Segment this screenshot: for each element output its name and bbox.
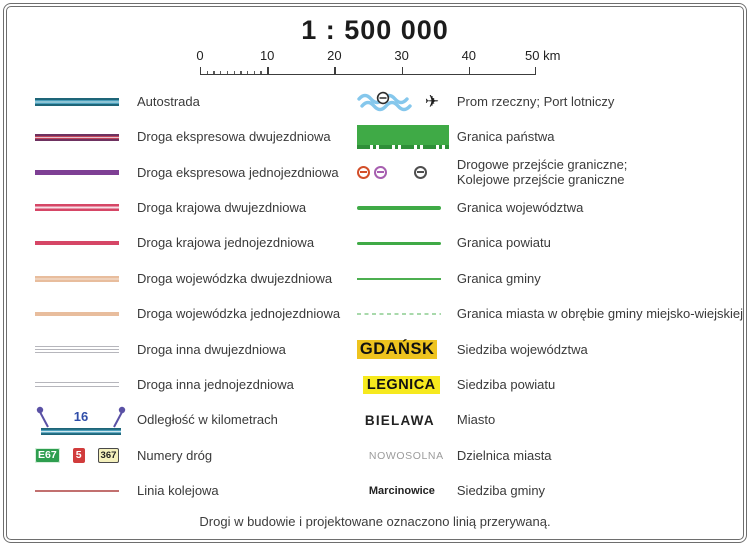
legend-label: Drogowe przejście graniczne; Kolejowe pr… [456,156,628,188]
legend-label: Prom rzeczny; Port lotniczy [456,93,615,109]
map-legend-panel: 1 : 500 000 0 10 20 30 40 50 km Autostra… [3,3,747,543]
legend-label: Droga ekspresowa dwujezdniowa [137,129,331,145]
legend-label: Numery dróg [137,447,213,463]
legend-row-granica-panstwa: Granica państwa [356,119,743,154]
legend-row-granica-wojewodztwa: Granica województwa [356,190,743,225]
legend-label: Granica powiatu [456,235,551,251]
county-border-symbol [356,241,441,245]
town-name-sample: BIELAWA [364,412,435,428]
legend-label: Linia kolejowa [137,483,219,499]
airplane-icon: ✈ [424,92,440,112]
scale-tick-label: 0 [196,48,204,63]
scale-bar-line [200,66,537,75]
legend-column-roads: Autostrada Droga ekspresowa dwujezdniowa… [7,84,347,509]
legend-label: Miasto [456,412,496,428]
legend-row-siedziba-wojewodztwa: GDAŃSK Siedziba województwa [356,332,743,367]
legend-label: Siedziba gminy [456,483,546,499]
legend-row-dzielnica-miasta: NOWOSOLNA Dzielnica miasta [357,438,743,473]
distance-marker-symbol: 16 [36,407,126,436]
legend-row-numery-drog: E67 5 367 Numery dróg [35,438,347,473]
road-border-crossing-icon [356,165,370,179]
voivodeship-border-symbol [356,205,441,211]
legend-row-granica-miasta: Granica miasta w obrębie gminy miejsko-w… [356,296,743,331]
legend-row-krajowa-dwujezdniowa: Droga krajowa dwujezdniowa [35,190,347,225]
road-number-badges: E67 5 367 [35,448,120,464]
national-road-badge: 5 [72,448,85,464]
other-road-dual-line-symbol [35,345,119,353]
legend-row-ekspresowa-jednojezdniowa: Droga ekspresowa jednojezdniowa [35,155,347,190]
legend-row-krajowa-jednojezdniowa: Droga krajowa jednojezdniowa [35,226,347,261]
legend-row-linia-kolejowa: Linia kolejowa [35,473,347,508]
legend-row-inna-dwujezdniowa: Droga inna dwujezdniowa [35,332,347,367]
legend-row-inna-jednojezdniowa: Droga inna jednojezdniowa [35,367,347,402]
legend-row-siedziba-powiatu: LEGNICA Siedziba powiatu [357,367,743,402]
scale-tick-label: 20 [327,48,342,63]
county-seat-sample: LEGNICA [362,375,440,394]
city-district-sample: NOWOSOLNA [368,449,444,462]
legend-row-autostrada: Autostrada [35,84,347,119]
legend-label: Granica miasta w obrębie gminy miejsko-w… [456,306,743,322]
legend-label: Autostrada [137,93,200,109]
legend-label: Droga inna jednojezdniowa [137,377,294,393]
scale-tick-label: 50 km [525,48,561,63]
scale-tick-label: 40 [461,48,477,63]
scale-tick-label: 30 [394,48,409,63]
scale-tick-label: 10 [259,48,275,63]
other-road-single-line-symbol [35,382,119,388]
footer-note: Drogi w budowie i projektowane oznaczono… [199,514,551,529]
legend-label: Granica województwa [456,200,584,216]
voivodeship-road-badge: 367 [97,448,120,464]
euro-route-badge: E67 [35,448,60,464]
border-crossing-icons [356,165,427,179]
legend-label: Odległość w kilometrach [137,412,278,428]
legend-label: Granica państwa [456,129,555,145]
legend-row-przejscia-graniczne: Drogowe przejście graniczne; Kolejowe pr… [356,155,743,190]
legend-row-wojewodzka-dwujezdniowa: Droga wojewódzka dwujezdniowa [35,261,347,296]
motorway-line-symbol [35,97,119,106]
river-ferry-icon [357,91,412,111]
legend-label: Droga wojewódzka jednojezdniowa [137,306,341,322]
legend-row-miasto: BIELAWA Miasto [357,403,743,438]
expressway-dual-line-symbol [35,133,119,141]
legend-label: Siedziba województwa [456,341,588,357]
country-border-symbol [356,125,449,150]
legend-label: Droga inna dwujezdniowa [137,341,286,357]
legend-label: Droga krajowa jednojezdniowa [137,235,315,251]
legend-row-granica-powiatu: Granica powiatu [356,226,743,261]
rail-border-crossing-icon [413,165,427,179]
legend-label: Droga wojewódzka dwujezdniowa [137,270,333,286]
railway-line-symbol [35,489,119,492]
expressway-single-line-symbol [35,169,119,175]
legend-column-other: ✈ Prom rzeczny; Port lotniczy Granica pa… [347,84,743,509]
voivodeship-road-single-line-symbol [35,312,119,317]
legend-row-siedziba-gminy: Marcinowice Siedziba gminy [357,473,743,508]
national-road-single-line-symbol [35,241,119,246]
commune-seat-sample: Marcinowice [368,484,435,497]
legend-label: Droga krajowa dwujezdniowa [137,200,307,216]
legend-row-wojewodzka-jednojezdniowa: Droga wojewódzka jednojezdniowa [35,296,347,331]
voivodeship-road-dual-line-symbol [35,275,119,282]
road-border-crossing-icon [373,165,387,179]
national-road-dual-line-symbol [35,204,119,212]
legend-label: Droga ekspresowa jednojezdniowa [137,164,339,180]
legend-row-ekspresowa-dwujezdniowa: Droga ekspresowa dwujezdniowa [35,119,347,154]
commune-border-symbol [356,277,441,280]
legend-row-prom-port: ✈ Prom rzeczny; Port lotniczy [357,84,743,119]
legend-row-granica-gminy: Granica gminy [356,261,743,296]
voivodeship-capital-sample: GDAŃSK [356,339,438,359]
legend-label: Granica gminy [456,270,541,286]
legend-label: Siedziba powiatu [456,377,556,393]
map-scale-title: 1 : 500 000 [301,15,449,45]
legend-row-odleglosc: 16 Odległość w kilometrach [35,403,347,438]
legend-label: Dzielnica miasta [456,447,552,463]
distance-value: 16 [74,409,88,424]
scale-bar: 0 10 20 30 40 50 km [196,48,560,78]
town-border-dashed-symbol [356,313,441,315]
